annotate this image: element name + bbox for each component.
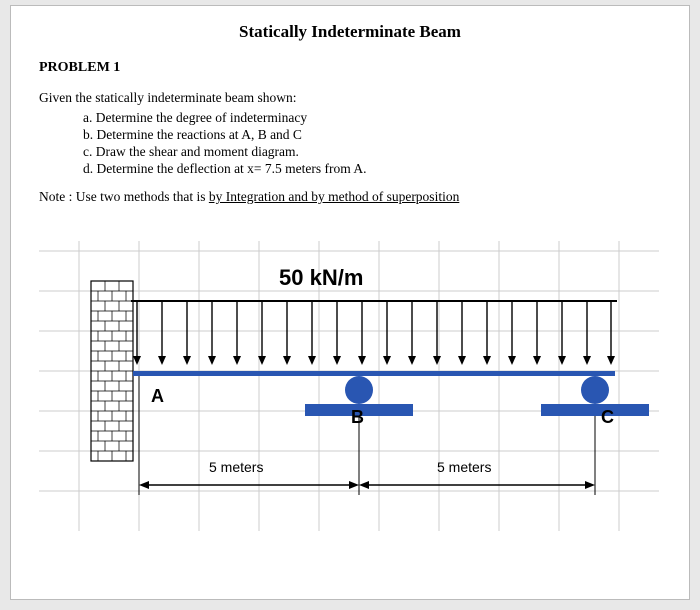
beam-diagram: 50 kN/m A B C 5 meters 5 meters xyxy=(39,241,659,531)
point-B-label: B xyxy=(351,407,364,428)
point-A-label: A xyxy=(151,386,164,407)
items-list: a. Determine the degree of indeterminacy… xyxy=(39,110,661,177)
note: Note : Use two methods that is by Integr… xyxy=(39,189,661,205)
dim-left-label: 5 meters xyxy=(209,459,263,475)
item-d: d. Determine the deflection at x= 7.5 me… xyxy=(83,161,661,177)
note-prefix: Note : Use two methods that is xyxy=(39,189,209,204)
note-underlined: by Integration and by method of superpos… xyxy=(209,189,459,204)
item-a: a. Determine the degree of indeterminacy xyxy=(83,110,661,126)
item-b: b. Determine the reactions at A, B and C xyxy=(83,127,661,143)
given-text: Given the statically indeterminate beam … xyxy=(39,90,661,106)
problem-label: PROBLEM 1 xyxy=(39,60,661,76)
dim-right-label: 5 meters xyxy=(437,459,491,475)
load-label: 50 kN/m xyxy=(279,265,363,291)
item-c: c. Draw the shear and moment diagram. xyxy=(83,144,661,160)
page-title: Statically Indeterminate Beam xyxy=(39,22,661,42)
point-C-label: C xyxy=(601,407,614,428)
page: Statically Indeterminate Beam PROBLEM 1 … xyxy=(10,5,690,600)
